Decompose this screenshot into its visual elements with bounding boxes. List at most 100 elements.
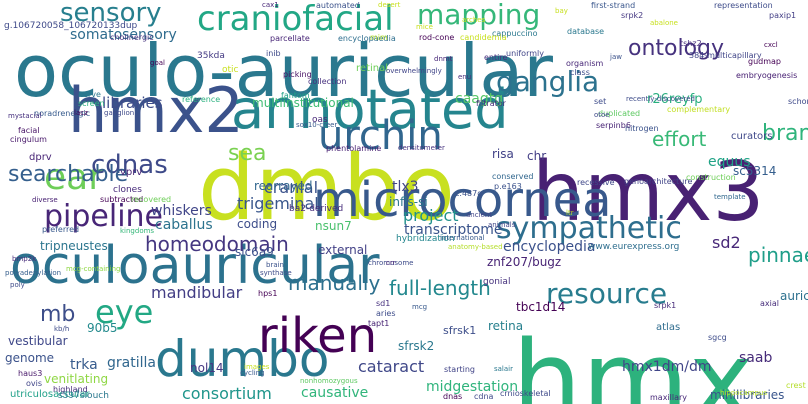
word: gudmap — [748, 57, 781, 66]
word: preferred — [42, 225, 80, 234]
word: diverse — [32, 196, 58, 204]
word: multiinstitutional — [252, 96, 354, 110]
word: bmp2k — [12, 255, 37, 263]
word: sympathetic — [496, 211, 682, 246]
word: curators — [731, 131, 773, 142]
word: nitrogen — [625, 124, 659, 133]
word: nol14 — [190, 361, 224, 375]
word: retinal — [356, 63, 388, 74]
word: densitometer — [398, 144, 445, 152]
word: brain — [266, 261, 284, 269]
word: dnmt — [434, 55, 453, 63]
word: highland — [53, 385, 88, 394]
word: screen — [78, 99, 105, 108]
word: hmx — [512, 317, 754, 404]
word: hybridization — [396, 234, 455, 244]
word: www.eurexpress.org — [588, 242, 680, 252]
word: c.487g — [455, 189, 483, 198]
word: nonhomozygous — [300, 377, 358, 385]
word: encyclopedia — [503, 239, 596, 255]
word: slc6a9 — [235, 245, 274, 259]
word: nerve — [78, 90, 101, 99]
word: clones — [113, 185, 142, 195]
word: kb/h — [54, 325, 70, 333]
word: complementary — [667, 105, 731, 114]
word: saab — [739, 350, 773, 366]
word: trka — [70, 357, 98, 373]
word: database — [567, 27, 605, 36]
word: cranial — [264, 178, 319, 197]
word: salair — [494, 365, 513, 373]
word: candidemia — [460, 33, 507, 42]
word: craniofacial — [197, 0, 394, 39]
word: risa — [492, 147, 514, 161]
word: otic — [222, 65, 239, 75]
word: hmx1dm/dm — [622, 359, 712, 375]
word: organism — [566, 59, 604, 68]
word: coding — [237, 217, 278, 231]
word: genome — [5, 351, 55, 365]
word: gratilla — [107, 355, 156, 371]
word: class — [570, 68, 590, 77]
word: external — [318, 243, 368, 257]
word: parcellate — [270, 34, 310, 43]
word: 35kda — [197, 51, 225, 61]
word: retina — [488, 319, 524, 333]
word: genoarchitecture — [624, 177, 693, 186]
word: infls-si — [389, 195, 428, 209]
word: fantom — [281, 91, 310, 100]
word: project — [403, 206, 459, 225]
word: paxip1 — [769, 11, 797, 20]
word: construction — [686, 173, 736, 182]
word: axial — [760, 299, 779, 308]
word: desert — [378, 1, 401, 9]
word: recessive — [577, 178, 615, 187]
word: auriculofacial — [780, 289, 808, 303]
word: znf207/bugz — [487, 255, 562, 269]
word: tbc1d14 — [516, 300, 566, 314]
word: mice — [416, 23, 433, 31]
word: overwhelmingly — [386, 67, 442, 75]
word: dprv — [29, 152, 52, 163]
word: transcriptome — [404, 222, 503, 238]
word: crnioskeletal — [500, 389, 551, 398]
word: srpk2 — [621, 11, 644, 20]
word: noradrenergic — [34, 109, 91, 118]
word: hmx3 — [532, 145, 765, 240]
word: sc5314 — [733, 164, 777, 178]
word: recently-discovered — [626, 95, 695, 103]
word: bay — [555, 7, 568, 15]
word: riken — [258, 308, 378, 364]
word: utriculosaccular — [10, 389, 90, 400]
word: nsun7 — [315, 219, 352, 233]
word: duplicated — [598, 109, 641, 118]
word: international — [440, 234, 485, 242]
word: hps1 — [258, 289, 278, 298]
word: caagtg — [455, 91, 504, 107]
word: conserved — [492, 172, 534, 181]
word: cholinergic — [110, 33, 154, 42]
word: gonial — [483, 277, 511, 287]
word: caballus — [155, 217, 213, 233]
word: minilibraries — [710, 388, 785, 402]
word: whiskers — [151, 203, 212, 219]
word: atlas — [656, 322, 681, 333]
word: urchin — [318, 113, 443, 159]
word: ovis — [26, 379, 43, 388]
word: sfrsk1 — [443, 324, 477, 337]
word: lacz — [74, 109, 88, 117]
word: dnas — [443, 392, 463, 401]
word: haus3 — [18, 369, 43, 378]
word: microcornea — [313, 172, 612, 228]
word: cataract — [358, 357, 425, 376]
word: eye — [95, 293, 154, 331]
word: tapt1 — [368, 319, 390, 328]
word: venitlating — [44, 372, 109, 386]
word: mcg — [412, 303, 428, 311]
word: pinnae — [748, 243, 808, 267]
word: recovered — [131, 195, 172, 204]
word: cingulum — [10, 135, 47, 144]
word: dmbo — [198, 136, 455, 241]
word: manually — [288, 271, 381, 295]
word: jaw — [610, 53, 622, 61]
